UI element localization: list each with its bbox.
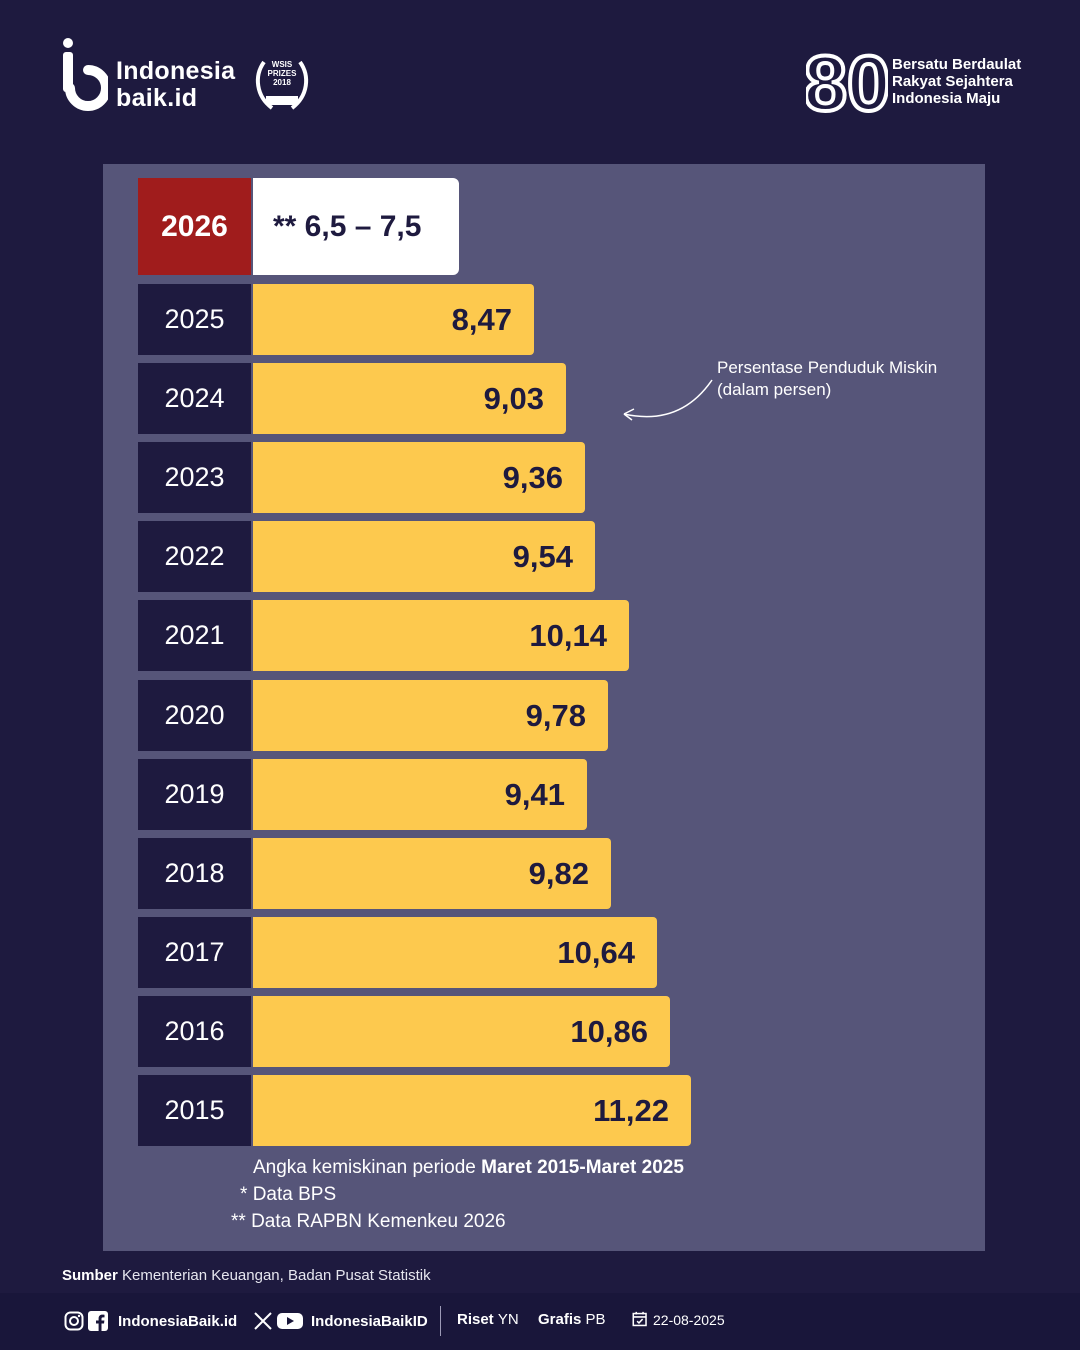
indonesiabaik-logo: Indonesia baik.id WSIS PRIZES 2018 WINNE… xyxy=(62,38,322,118)
facebook-icon[interactable] xyxy=(88,1311,108,1331)
year-label: 2021 xyxy=(138,600,251,671)
note-period-bold: Maret 2015-Maret 2025 xyxy=(481,1157,684,1178)
year-label: 2022 xyxy=(138,521,251,592)
x-twitter-icon[interactable] xyxy=(253,1311,273,1331)
year-label: 2025 xyxy=(138,284,251,355)
year-label: 2017 xyxy=(138,917,251,988)
bar-value: 9,82 xyxy=(253,838,611,909)
bar-value: 10,64 xyxy=(253,917,657,988)
year-label: 2024 xyxy=(138,363,251,434)
note-bps-text: Data BPS xyxy=(252,1184,337,1205)
footer-handle-1: IndonesiaBaik.id xyxy=(118,1312,238,1330)
anniversary-80-logo: 80 Bersatu Berdaulat Rakyat Sejahtera In… xyxy=(806,46,1026,120)
anniv-number: 80 xyxy=(806,46,888,118)
bar-value: 9,41 xyxy=(253,759,587,830)
wsis-line2: PRIZES xyxy=(267,69,297,78)
footer-bar: IndonesiaBaik.id IndonesiaBaikID Riset Y… xyxy=(0,1293,1080,1350)
footer-grafis: Grafis PB xyxy=(538,1311,606,1328)
year-label: 2015 xyxy=(138,1075,251,1146)
footer-social-1[interactable]: IndonesiaBaik.id xyxy=(64,1311,237,1331)
bar-value: 9,36 xyxy=(253,442,585,513)
anniv-line3: Indonesia Maju xyxy=(892,90,1001,107)
source-label: Sumber xyxy=(62,1267,118,1284)
projection-year: 2026 xyxy=(138,178,251,275)
anniv-line2: Rakyat Sejahtera xyxy=(892,73,1013,90)
note-period-prefix: Angka kemiskinan periode xyxy=(253,1157,482,1178)
annotation-arrow-icon xyxy=(623,379,713,421)
calendar-icon xyxy=(632,1311,647,1327)
bar-value: 8,47 xyxy=(253,284,534,355)
wsis-text: WSIS PRIZES 2018 WINNER xyxy=(250,60,314,97)
footer-date-text: 22-08-2025 xyxy=(653,1311,725,1328)
year-label: 2018 xyxy=(138,838,251,909)
footer-divider xyxy=(440,1306,441,1336)
bar-value: 10,14 xyxy=(253,600,629,671)
footer-handle-2: IndonesiaBaikID xyxy=(311,1312,428,1330)
chart-annotation: Persentase Penduduk Miskin (dalam persen… xyxy=(717,357,937,401)
logo-line2: baik.id xyxy=(116,84,198,112)
bar-value: 9,78 xyxy=(253,680,608,751)
note-period: Angka kemiskinan periode Maret 2015-Mare… xyxy=(253,1154,684,1181)
grafis-label: Grafis xyxy=(538,1311,582,1328)
bar-value: 9,03 xyxy=(253,363,566,434)
eighty-icon: 80 xyxy=(806,46,888,118)
grafis-value: PB xyxy=(585,1311,606,1328)
projection-label: ** 6,5 – 7,5 xyxy=(253,178,459,275)
logo-line1: Indonesia xyxy=(116,57,236,85)
wsis-line1: WSIS xyxy=(271,60,293,69)
note-rapbn: ** Data RAPBN Kemenkeu 2026 xyxy=(231,1208,506,1235)
bar-value: 10,86 xyxy=(253,996,670,1067)
riset-value: YN xyxy=(497,1311,519,1328)
chart-panel: 2026 ** 6,5 – 7,5 2025 8,47 2024 9,03 2023 9,… xyxy=(103,164,985,1251)
footer-social-2[interactable]: IndonesiaBaikID xyxy=(253,1311,428,1331)
laurel-icon xyxy=(255,60,309,110)
youtube-icon[interactable] xyxy=(277,1311,303,1331)
note-rapbn-text: Data RAPBN Kemenkeu 2026 xyxy=(251,1211,506,1232)
bar-value: 9,54 xyxy=(253,521,595,592)
note-rapbn-marker: ** xyxy=(231,1211,246,1232)
annotation-line1: Persentase Penduduk Miskin xyxy=(717,358,938,377)
footer-date: 22-08-2025 xyxy=(632,1311,725,1328)
anniv-slogan: Bersatu Berdaulat Rakyat Sejahtera Indon… xyxy=(892,56,1021,107)
year-label: 2016 xyxy=(138,996,251,1067)
wsis-line4: WINNER xyxy=(267,89,297,96)
riset-label: Riset xyxy=(457,1311,494,1328)
source-text: Kementerian Keuangan, Badan Pusat Statis… xyxy=(122,1267,431,1284)
anniv-line1: Bersatu Berdaulat xyxy=(892,56,1022,73)
instagram-icon[interactable] xyxy=(64,1311,84,1331)
wsis-line3: 2018 xyxy=(273,78,291,87)
logo-text: Indonesia baik.id xyxy=(116,58,235,112)
year-label: 2020 xyxy=(138,680,251,751)
source-line: Sumber Kementerian Keuangan, Badan Pusat… xyxy=(62,1267,431,1284)
bar-value: 11,22 xyxy=(253,1075,691,1146)
year-label: 2019 xyxy=(138,759,251,830)
annotation-line2: (dalam persen) xyxy=(717,380,832,399)
wsis-badge: WSIS PRIZES 2018 WINNER xyxy=(250,52,314,116)
year-label: 2023 xyxy=(138,442,251,513)
footer-riset: Riset YN xyxy=(457,1311,519,1328)
note-bps-marker: * xyxy=(240,1184,248,1205)
logo-mark-icon xyxy=(63,38,108,111)
note-bps: * Data BPS xyxy=(240,1181,336,1208)
